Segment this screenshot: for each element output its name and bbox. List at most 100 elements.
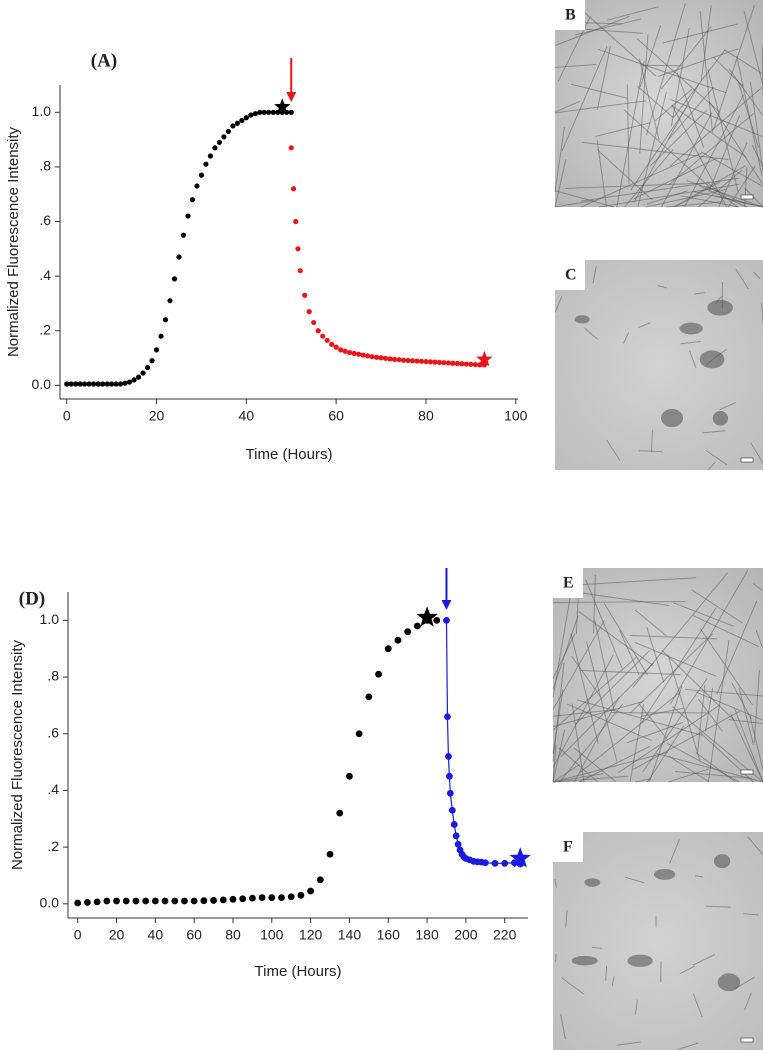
fibril [728,718,763,725]
fibril [719,401,737,411]
fibril [554,878,557,888]
point [445,753,452,760]
panel-letter: C [565,267,577,284]
point [338,347,344,353]
fibril [639,25,662,88]
x-tick-label: 20 [149,408,165,424]
fibril [723,49,763,75]
point [258,894,266,901]
x-tick-label: 80 [225,927,241,943]
point [454,840,462,848]
point [394,636,402,644]
point [162,317,169,323]
fibril [698,185,748,208]
x-tick-label: 120 [299,927,323,943]
point [229,895,237,903]
point [167,298,173,304]
fibril [554,159,567,208]
panel-letter: F [563,839,573,856]
point [261,109,267,115]
fibril [645,3,686,136]
aggregate [627,954,653,967]
scale-bar [740,769,754,775]
fibril [669,839,680,864]
aggregate [707,299,733,316]
y-tick-label: .2 [47,838,59,854]
point [326,850,334,858]
y-axis-title: Normalized Fluorescence Intensity [5,126,22,357]
fibril [560,662,655,758]
star-marker [416,606,438,627]
fibril [731,682,752,719]
panel-letter: E [563,575,574,592]
fibril [743,992,752,1011]
point [423,358,429,365]
fibril [696,684,706,754]
point [306,309,312,315]
point [216,139,223,145]
label-box [555,260,585,290]
fibril [611,976,615,986]
fibril [554,126,565,192]
point [369,354,375,360]
fibril [617,705,720,774]
aggregate [713,854,731,869]
y-tick-label: 1.0 [32,103,52,119]
fibril [552,729,566,783]
fibril [554,200,595,208]
x-tick-label: 0 [74,927,82,943]
point [212,145,218,151]
aggregate [679,322,703,335]
fibril [623,109,710,187]
point [405,357,411,364]
fibril [616,60,645,208]
point [463,361,469,367]
fibril [554,190,615,208]
point [315,328,321,334]
point [297,268,303,274]
fibril [735,269,749,290]
point [295,246,301,252]
fibril [751,144,763,167]
point [346,772,353,780]
y-tick-label: .6 [47,724,59,740]
panel-letter: B [565,7,576,24]
point [324,337,330,343]
fibril [624,876,645,884]
point [491,859,499,867]
x-tick-label: 60 [186,927,202,943]
fibril [676,72,705,148]
fibril [640,64,682,67]
fibril [727,165,756,208]
point [194,183,200,189]
fibril [570,0,657,77]
aggregate [712,410,729,426]
fibril [685,688,763,697]
point [200,897,208,905]
fibril [638,322,651,328]
x-tick-label: 140 [338,927,362,943]
point [391,356,398,363]
aggregate [584,878,601,887]
point [433,616,441,624]
fibril [744,187,763,208]
point [77,381,83,387]
fibril [671,706,763,783]
point [161,897,169,905]
point [126,379,133,385]
x-tick-label: 100 [504,408,528,424]
point [441,360,447,366]
fibril [554,64,597,68]
point [113,381,119,387]
y-tick-label: 0.0 [40,895,60,911]
fibril [697,698,723,732]
fibril [624,149,674,208]
y-tick-label: .4 [47,781,59,797]
fibril [743,11,763,86]
fibril [679,965,695,975]
series-line [445,620,521,865]
fibril [640,707,684,717]
fibril [571,703,585,783]
y-tick-label: .4 [39,267,51,283]
